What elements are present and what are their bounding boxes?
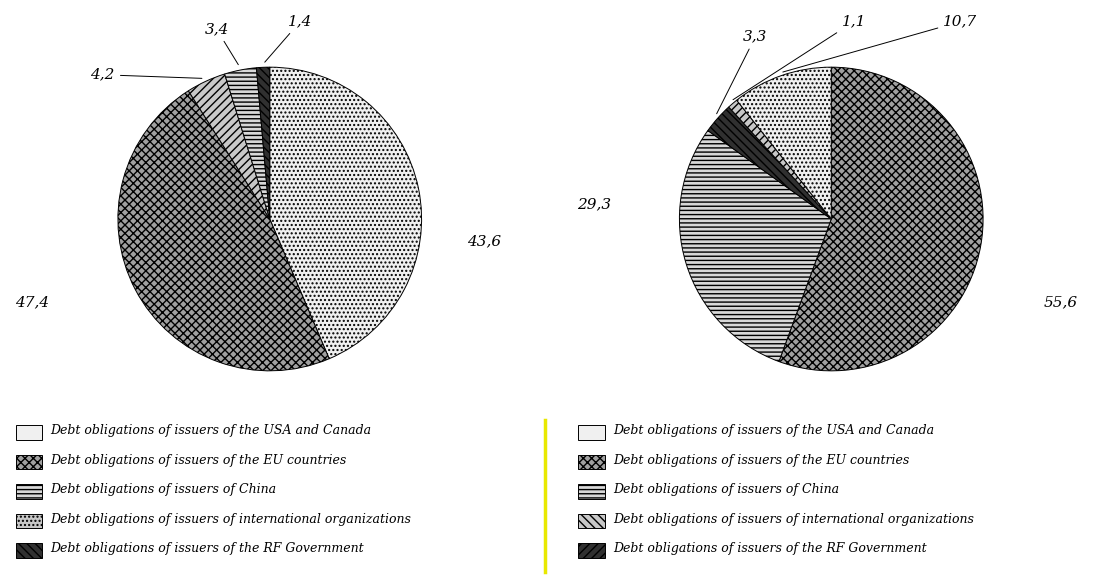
Text: Debt obligations of issuers of China: Debt obligations of issuers of China bbox=[50, 484, 276, 496]
Bar bbox=[15, 425, 43, 440]
Text: 3,3: 3,3 bbox=[717, 30, 767, 114]
Text: Debt obligations of issuers of the USA and Canada: Debt obligations of issuers of the USA a… bbox=[613, 425, 934, 437]
Bar bbox=[15, 484, 43, 499]
Wedge shape bbox=[708, 107, 831, 219]
Bar bbox=[15, 513, 43, 529]
Text: 1,1: 1,1 bbox=[733, 15, 866, 100]
Text: 10,7: 10,7 bbox=[783, 15, 978, 72]
Text: 43,6: 43,6 bbox=[467, 235, 501, 249]
Bar bbox=[578, 513, 606, 529]
Text: Debt obligations of issuers of international organizations: Debt obligations of issuers of internati… bbox=[613, 513, 974, 526]
Wedge shape bbox=[270, 67, 422, 359]
Text: 1,4: 1,4 bbox=[264, 15, 313, 62]
Text: 4,2: 4,2 bbox=[90, 68, 201, 82]
Text: 29,3: 29,3 bbox=[577, 197, 611, 211]
Wedge shape bbox=[225, 68, 270, 219]
Text: Debt obligations of issuers of international organizations: Debt obligations of issuers of internati… bbox=[50, 513, 411, 526]
Text: Debt obligations of issuers of the EU countries: Debt obligations of issuers of the EU co… bbox=[613, 454, 909, 467]
Bar bbox=[578, 484, 606, 499]
Text: Debt obligations of issuers of the USA and Canada: Debt obligations of issuers of the USA a… bbox=[50, 425, 371, 437]
Text: Debt obligations of issuers of China: Debt obligations of issuers of China bbox=[613, 484, 839, 496]
Wedge shape bbox=[778, 67, 983, 371]
Text: 47,4: 47,4 bbox=[15, 296, 50, 310]
Wedge shape bbox=[737, 67, 831, 219]
Text: 3,4: 3,4 bbox=[205, 22, 238, 65]
Wedge shape bbox=[679, 131, 831, 361]
Wedge shape bbox=[729, 100, 831, 219]
Text: Debt obligations of issuers of the EU countries: Debt obligations of issuers of the EU co… bbox=[50, 454, 346, 467]
Wedge shape bbox=[257, 67, 270, 219]
Bar bbox=[578, 455, 606, 470]
Bar bbox=[578, 425, 606, 440]
Bar bbox=[15, 455, 43, 470]
Text: Debt obligations of issuers of the RF Government: Debt obligations of issuers of the RF Go… bbox=[613, 542, 927, 555]
Wedge shape bbox=[188, 74, 270, 219]
Wedge shape bbox=[118, 91, 329, 371]
Text: 55,6: 55,6 bbox=[1044, 296, 1078, 310]
Bar bbox=[578, 543, 606, 558]
Bar bbox=[15, 543, 43, 558]
Text: Debt obligations of issuers of the RF Government: Debt obligations of issuers of the RF Go… bbox=[50, 542, 363, 555]
